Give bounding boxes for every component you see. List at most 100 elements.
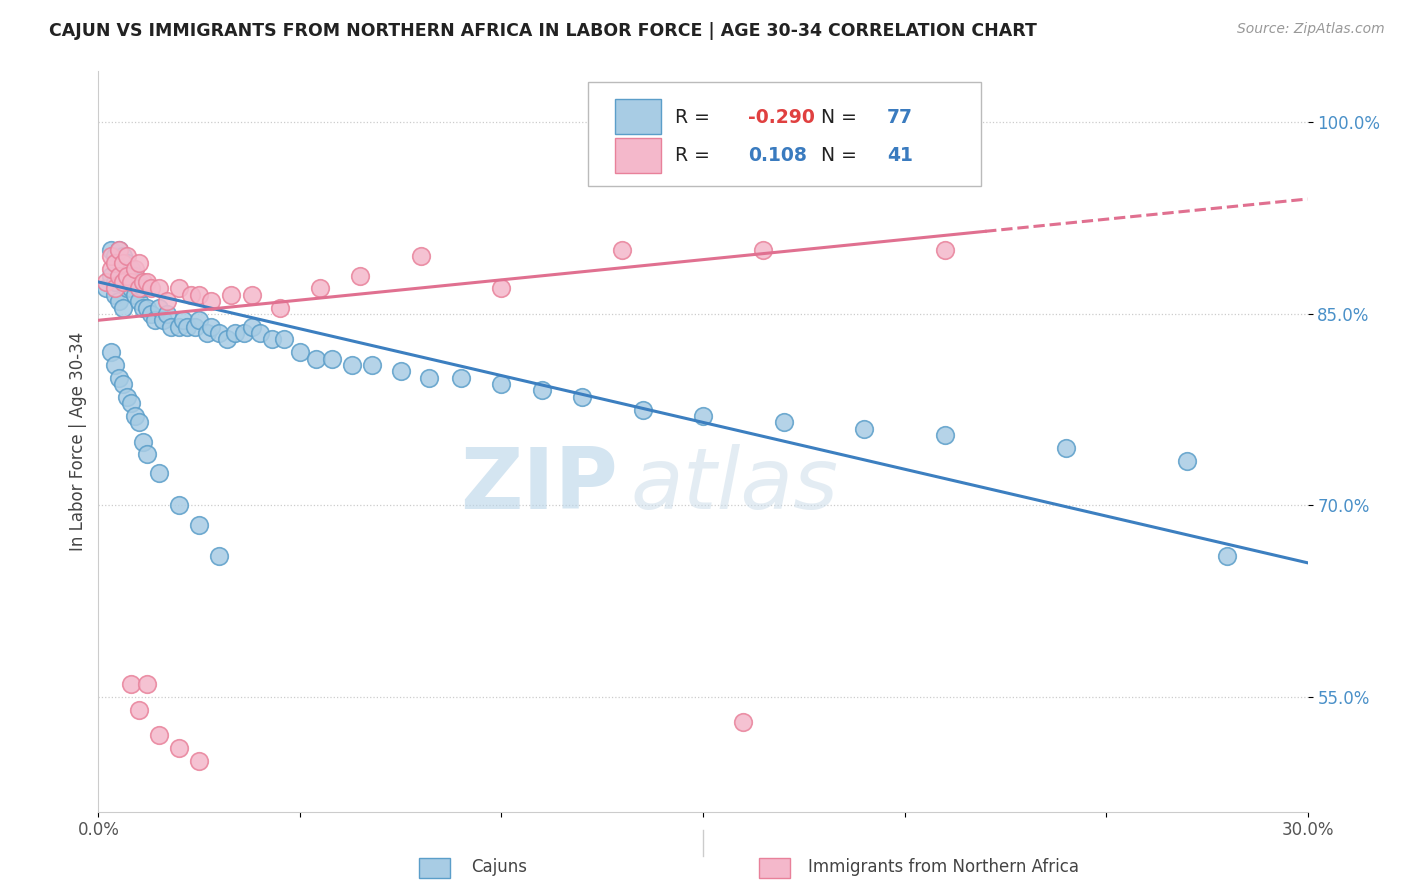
Point [128, 281, 150, 295]
Point [148, 301, 170, 315]
Point [124, 409, 146, 423]
Point [167, 319, 190, 334]
Point [107, 268, 129, 283]
Text: 77: 77 [887, 108, 912, 127]
Point [124, 268, 146, 283]
Point [107, 243, 129, 257]
Point [132, 434, 155, 449]
Point [167, 281, 190, 295]
Point [139, 307, 162, 321]
Text: Source: ZipAtlas.com: Source: ZipAtlas.com [1237, 22, 1385, 37]
Point [273, 333, 295, 347]
FancyBboxPatch shape [614, 100, 661, 135]
Point [135, 677, 157, 691]
Point [148, 467, 170, 481]
Text: Immigrants from Northern Africa: Immigrants from Northern Africa [808, 858, 1080, 876]
Point [249, 326, 271, 340]
Point [100, 268, 122, 283]
Point [221, 287, 243, 301]
Point [107, 294, 129, 309]
Point [120, 677, 142, 691]
Point [156, 294, 179, 309]
Point [692, 409, 714, 423]
Point [853, 422, 876, 436]
Point [491, 377, 513, 392]
Point [100, 262, 122, 277]
Point [100, 243, 122, 257]
Point [152, 313, 174, 327]
Text: ZIP: ZIP [461, 444, 619, 527]
Point [143, 313, 166, 327]
Point [934, 428, 956, 442]
Point [132, 281, 155, 295]
Point [217, 333, 239, 347]
Point [128, 294, 150, 309]
Point [772, 416, 794, 430]
Point [103, 250, 125, 264]
Point [184, 319, 207, 334]
Point [342, 358, 364, 372]
Point [167, 499, 190, 513]
Point [115, 281, 138, 295]
Text: R =: R = [675, 108, 710, 127]
Point [188, 313, 211, 327]
Point [103, 358, 125, 372]
Point [124, 262, 146, 277]
Point [1054, 441, 1077, 455]
Point [240, 287, 263, 301]
Text: -0.290: -0.290 [748, 108, 814, 127]
Point [100, 250, 122, 264]
Point [115, 256, 138, 270]
Point [148, 728, 170, 742]
Point [111, 256, 134, 270]
Point [128, 703, 150, 717]
Text: CAJUN VS IMMIGRANTS FROM NORTHERN AFRICA IN LABOR FORCE | AGE 30-34 CORRELATION : CAJUN VS IMMIGRANTS FROM NORTHERN AFRICA… [49, 22, 1038, 40]
Point [107, 268, 129, 283]
Point [148, 281, 170, 295]
Point [120, 281, 142, 295]
Point [418, 370, 440, 384]
Point [200, 319, 222, 334]
Point [111, 275, 134, 289]
Text: N =: N = [821, 108, 858, 127]
Point [107, 243, 129, 257]
Point [224, 326, 246, 340]
Point [172, 313, 194, 327]
Point [96, 281, 118, 295]
Point [188, 517, 211, 532]
Point [120, 275, 142, 289]
Point [96, 275, 118, 289]
Point [120, 262, 142, 277]
Point [240, 319, 263, 334]
Point [115, 268, 138, 283]
Point [208, 326, 231, 340]
Point [176, 319, 198, 334]
Point [288, 345, 311, 359]
Point [132, 301, 155, 315]
Point [1216, 549, 1239, 564]
Point [139, 281, 162, 295]
Point [752, 243, 775, 257]
Point [132, 275, 155, 289]
Point [135, 447, 157, 461]
Point [260, 333, 283, 347]
Text: atlas: atlas [630, 444, 838, 527]
Point [733, 715, 755, 730]
Point [409, 250, 432, 264]
Text: Cajuns: Cajuns [471, 858, 527, 876]
Point [450, 370, 472, 384]
Point [389, 364, 412, 378]
Point [180, 287, 202, 301]
Point [361, 358, 384, 372]
Point [1175, 453, 1198, 467]
Point [160, 319, 183, 334]
Text: R =: R = [675, 146, 710, 165]
Point [631, 402, 654, 417]
Point [321, 351, 343, 366]
Point [120, 396, 142, 410]
Point [188, 287, 211, 301]
Y-axis label: In Labor Force | Age 30-34: In Labor Force | Age 30-34 [69, 332, 87, 551]
Point [128, 416, 150, 430]
Point [115, 250, 138, 264]
Point [309, 281, 332, 295]
